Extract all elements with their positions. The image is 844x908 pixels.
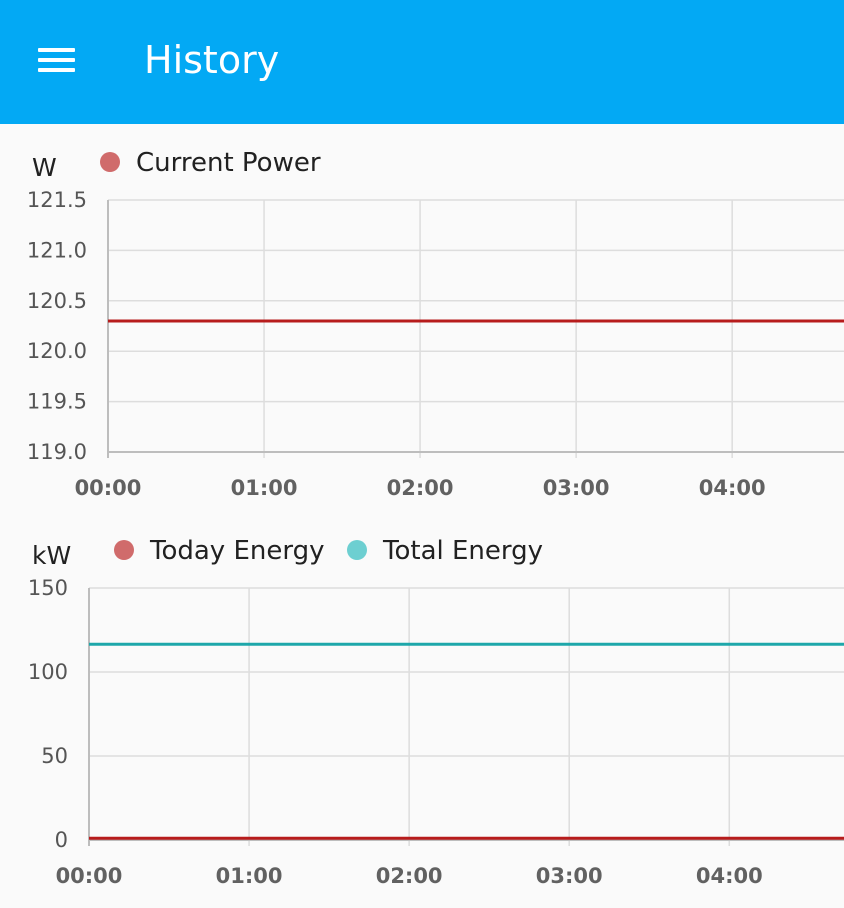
y-tick-label: 0 xyxy=(55,828,68,852)
legend-marker xyxy=(100,152,120,172)
x-tick-label: 00:00 xyxy=(75,476,142,500)
y-tick-label: 150 xyxy=(28,576,68,600)
legend-label: Total Energy xyxy=(382,536,543,566)
y-tick-label: 121.0 xyxy=(27,238,87,262)
x-tick-label: 00:00 xyxy=(56,864,123,888)
x-tick-label: 02:00 xyxy=(376,864,443,888)
y-tick-label: 50 xyxy=(41,744,68,768)
x-tick-label: 04:00 xyxy=(696,864,763,888)
legend-label: Today Energy xyxy=(149,536,324,566)
current-power-chart: W Current Power 121.5 121.0 120.5 120.0 119.5 1… xyxy=(27,148,844,500)
app-bar: History xyxy=(0,0,844,124)
page-title: History xyxy=(144,38,280,82)
y-tick-label: 119.5 xyxy=(27,390,87,414)
energy-chart: kW Today Energy Total Energy 150 100 50 0 00:00… xyxy=(28,536,844,888)
x-tick-label: 04:00 xyxy=(699,476,766,500)
y-tick-label: 100 xyxy=(28,660,68,684)
y-tick-label: 121.5 xyxy=(27,188,87,212)
menu-button[interactable] xyxy=(20,30,92,94)
x-tick-label: 01:00 xyxy=(216,864,283,888)
y-tick-label: 119.0 xyxy=(27,440,87,464)
x-tick-label: 02:00 xyxy=(387,476,454,500)
y-tick-label: 120.5 xyxy=(27,289,87,313)
x-tick-label: 03:00 xyxy=(543,476,610,500)
y-axis-unit: W xyxy=(32,153,57,182)
legend-marker xyxy=(347,540,367,560)
y-tick-label: 120.0 xyxy=(27,339,87,363)
legend-marker xyxy=(114,540,134,560)
y-axis-unit: kW xyxy=(32,541,71,570)
x-tick-label: 03:00 xyxy=(536,864,603,888)
x-tick-label: 01:00 xyxy=(231,476,298,500)
legend-label: Current Power xyxy=(136,148,321,178)
